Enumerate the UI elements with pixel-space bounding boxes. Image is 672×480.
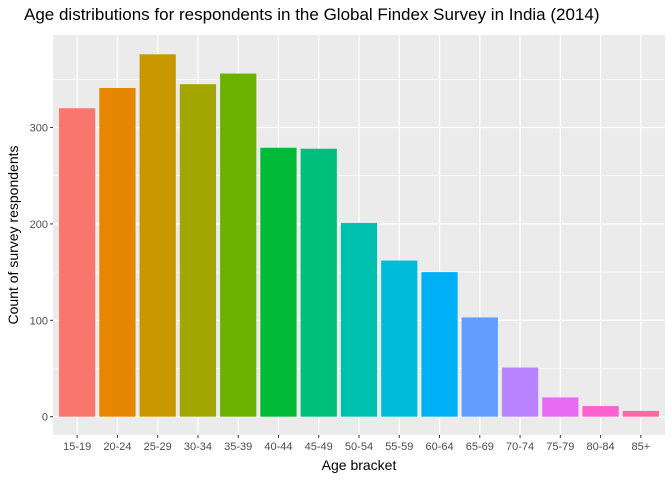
x-tick-label: 40-44 xyxy=(264,441,292,453)
bar-65-69 xyxy=(461,317,498,417)
bar-50-54 xyxy=(340,222,378,417)
x-tick-label: 55-59 xyxy=(385,441,413,453)
x-tick-label: 35-39 xyxy=(224,441,252,453)
x-tick-label: 50-54 xyxy=(345,441,373,453)
bar-60-64 xyxy=(421,272,458,417)
x-tick-label: 80-84 xyxy=(587,441,615,453)
y-tick-label: 100 xyxy=(30,315,48,327)
bar-55-59 xyxy=(381,260,418,417)
x-tick-label: 70-74 xyxy=(506,441,534,453)
x-tick-label: 45-49 xyxy=(305,441,333,453)
bar-30-34 xyxy=(179,84,217,417)
x-axis: 15-19 20-24 25-29 30-34 35-39 40-44 45-49 50-54… xyxy=(63,435,650,453)
y-tick-label: 0 xyxy=(42,412,48,424)
bar-15-19 xyxy=(59,108,96,417)
x-tick-label: 60-64 xyxy=(425,441,453,453)
bar-80-84 xyxy=(582,406,619,417)
x-tick-label: 20-24 xyxy=(103,441,131,453)
bar-35-39 xyxy=(220,73,257,417)
bar-25-29 xyxy=(139,54,176,417)
bar-85+ xyxy=(622,410,659,417)
x-axis-title: Age bracket xyxy=(322,457,397,473)
x-tick-label: 25-29 xyxy=(144,441,172,453)
y-axis-title: Count of survey respondents xyxy=(5,146,21,325)
x-tick-label: 75-79 xyxy=(546,441,574,453)
bar-70-74 xyxy=(501,367,539,417)
x-tick-label: 85+ xyxy=(632,441,651,453)
bar-75-79 xyxy=(542,397,579,417)
y-tick-label: 300 xyxy=(30,123,48,135)
bar-45-49 xyxy=(300,148,337,417)
x-tick-label: 15-19 xyxy=(63,441,91,453)
bar-40-44 xyxy=(260,147,297,417)
bars xyxy=(59,54,659,417)
x-tick-label: 30-34 xyxy=(184,441,212,453)
x-tick-label: 65-69 xyxy=(466,441,494,453)
chart-title: Age distributions for respondents in the… xyxy=(24,5,600,24)
y-tick-label: 200 xyxy=(30,219,48,231)
y-axis: 0 100 200 300 xyxy=(30,123,53,424)
bar-20-24 xyxy=(99,88,136,417)
